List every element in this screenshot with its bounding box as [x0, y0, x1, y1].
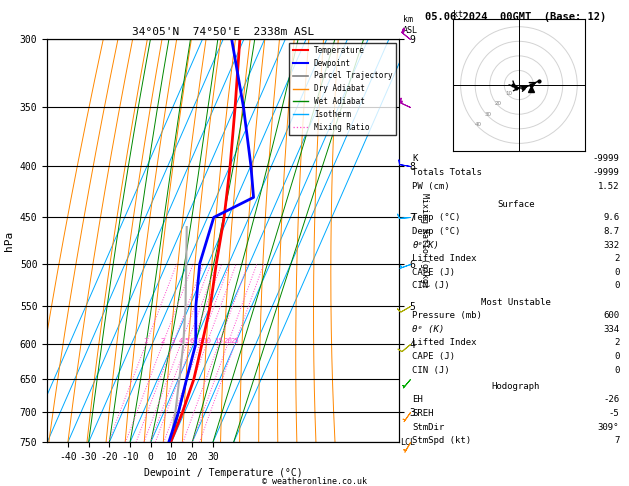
Text: 2: 2: [160, 338, 165, 344]
Text: 334: 334: [603, 325, 619, 334]
Text: EH: EH: [413, 395, 423, 404]
Text: 3: 3: [171, 338, 175, 344]
Text: 332: 332: [603, 241, 619, 250]
Text: Lifted Index: Lifted Index: [413, 254, 477, 263]
Text: StmSpd (kt): StmSpd (kt): [413, 436, 471, 445]
Text: Hodograph: Hodograph: [492, 382, 540, 391]
Text: SREH: SREH: [413, 409, 434, 418]
Y-axis label: Mixing Ratio (g/kg): Mixing Ratio (g/kg): [420, 193, 429, 288]
Text: 0: 0: [614, 268, 619, 277]
Text: LCL: LCL: [400, 438, 415, 447]
Text: 5: 5: [184, 338, 189, 344]
Text: 05.06.2024  00GMT  (Base: 12): 05.06.2024 00GMT (Base: 12): [425, 12, 606, 22]
Text: kt: kt: [454, 10, 464, 19]
Text: 0: 0: [614, 352, 619, 361]
Text: -9999: -9999: [593, 168, 619, 177]
Text: 600: 600: [603, 311, 619, 320]
Text: 20: 20: [223, 338, 232, 344]
Text: 10: 10: [505, 91, 512, 96]
Text: Totals Totals: Totals Totals: [413, 168, 482, 177]
Text: 1.52: 1.52: [598, 182, 619, 191]
Text: km
ASL: km ASL: [403, 16, 418, 35]
Text: CAPE (J): CAPE (J): [413, 268, 455, 277]
Text: Lifted Index: Lifted Index: [413, 338, 477, 347]
Text: Temp (°C): Temp (°C): [413, 213, 460, 223]
Text: CAPE (J): CAPE (J): [413, 352, 455, 361]
Text: 6: 6: [189, 338, 194, 344]
Text: 7: 7: [614, 436, 619, 445]
Legend: Temperature, Dewpoint, Parcel Trajectory, Dry Adiabat, Wet Adiabat, Isotherm, Mi: Temperature, Dewpoint, Parcel Trajectory…: [289, 43, 396, 135]
Title: 34°05'N  74°50'E  2338m ASL: 34°05'N 74°50'E 2338m ASL: [132, 27, 314, 37]
Text: 9.6: 9.6: [603, 213, 619, 223]
Text: 2: 2: [614, 254, 619, 263]
Y-axis label: hPa: hPa: [4, 230, 14, 251]
Text: 0: 0: [614, 281, 619, 291]
Text: 30: 30: [485, 112, 492, 117]
Text: StmDir: StmDir: [413, 422, 445, 432]
Text: -26: -26: [603, 395, 619, 404]
Text: © weatheronline.co.uk: © weatheronline.co.uk: [262, 477, 367, 486]
Text: 309°: 309°: [598, 422, 619, 432]
Text: Surface: Surface: [497, 200, 535, 209]
Text: CIN (J): CIN (J): [413, 281, 450, 291]
X-axis label: Dewpoint / Temperature (°C): Dewpoint / Temperature (°C): [144, 468, 303, 478]
Text: 15: 15: [214, 338, 223, 344]
Text: PW (cm): PW (cm): [413, 182, 450, 191]
Text: -9999: -9999: [593, 155, 619, 163]
Text: Pressure (mb): Pressure (mb): [413, 311, 482, 320]
Text: 10: 10: [202, 338, 211, 344]
Text: 40: 40: [475, 122, 482, 127]
Text: 2: 2: [614, 338, 619, 347]
Text: 0: 0: [614, 365, 619, 375]
Text: 20: 20: [495, 102, 502, 106]
Text: θᵉ (K): θᵉ (K): [413, 325, 445, 334]
Text: θᵉ(K): θᵉ(K): [413, 241, 439, 250]
Text: 25: 25: [230, 338, 239, 344]
Text: CIN (J): CIN (J): [413, 365, 450, 375]
Text: 8: 8: [198, 338, 203, 344]
Text: -5: -5: [608, 409, 619, 418]
Text: K: K: [413, 155, 418, 163]
Text: Most Unstable: Most Unstable: [481, 297, 551, 307]
Text: 1: 1: [143, 338, 148, 344]
Text: 4: 4: [179, 338, 183, 344]
Text: Dewp (°C): Dewp (°C): [413, 227, 460, 236]
Text: 8.7: 8.7: [603, 227, 619, 236]
